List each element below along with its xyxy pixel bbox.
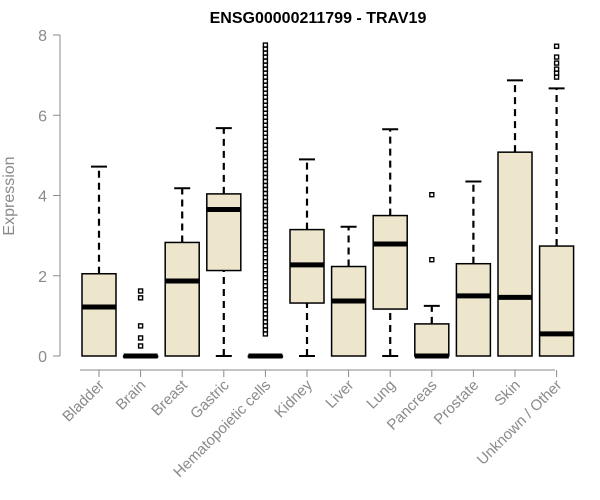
- x-tick-label: Liver: [322, 377, 357, 412]
- x-tick-label: Lung: [363, 377, 399, 413]
- y-ticks: 0 2 4 6 8: [38, 28, 60, 366]
- box-iqr: [164, 241, 200, 357]
- box-11: [538, 43, 575, 357]
- box-1: [122, 288, 159, 359]
- outlier-point: [262, 42, 269, 48]
- boxes: [81, 42, 575, 359]
- box-iqr: [497, 151, 533, 357]
- outlier-point: [429, 191, 435, 198]
- outlier-point: [137, 323, 144, 329]
- box-5: [289, 158, 325, 357]
- box-3: [206, 127, 242, 357]
- box-10: [497, 79, 533, 357]
- x-tick-label: Skin: [491, 377, 524, 410]
- box-iqr: [455, 262, 492, 357]
- box-iqr: [330, 265, 367, 357]
- x-tick-label: Prostate: [431, 377, 483, 429]
- outlier-point: [429, 257, 435, 263]
- box-7: [372, 128, 408, 357]
- x-tick-label: Brain: [113, 377, 150, 414]
- outlier-point: [137, 295, 144, 301]
- box-4: [247, 42, 284, 359]
- box-0: [81, 165, 117, 357]
- y-tick-label: 2: [38, 269, 47, 286]
- outlier-point: [137, 343, 144, 349]
- box-iqr: [372, 214, 408, 310]
- outlier-point: [137, 335, 144, 341]
- chart-title: ENSG00000211799 - TRAV19: [210, 10, 427, 27]
- x-tick-label: Breast: [148, 376, 191, 419]
- outlier-point: [553, 66, 560, 72]
- y-tick-label: 0: [38, 349, 47, 366]
- outlier-point: [553, 54, 560, 60]
- x-tick-label: Kidney: [271, 376, 316, 421]
- outlier-point: [137, 288, 144, 294]
- box-iqr: [538, 245, 575, 357]
- y-tick-label: 4: [38, 189, 47, 206]
- y-tick-label: 6: [38, 108, 47, 125]
- box-iqr: [414, 323, 450, 357]
- box-2: [164, 187, 200, 357]
- outlier-point: [553, 43, 560, 49]
- y-tick-label: 8: [38, 28, 47, 45]
- box-iqr: [206, 193, 242, 272]
- x-tick-label: Bladder: [59, 377, 108, 426]
- box-6: [330, 225, 367, 357]
- box-9: [455, 180, 492, 357]
- outlier-point: [553, 60, 560, 66]
- box-iqr: [81, 272, 117, 357]
- y-axis-label: Expression: [1, 156, 18, 235]
- box-8: [414, 191, 450, 359]
